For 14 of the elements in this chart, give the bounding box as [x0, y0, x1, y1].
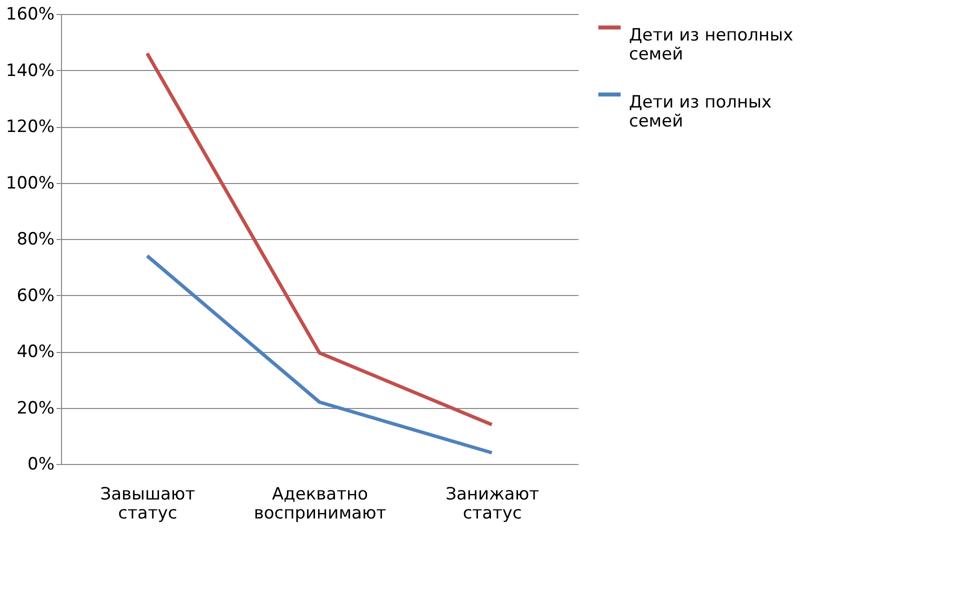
y-tick-label: 100%: [6, 173, 54, 194]
x-tick-label: Адекватно воспринимают: [254, 484, 386, 524]
y-tick-label: 160%: [6, 4, 54, 24]
legend-label: Дети из неполных семей: [629, 26, 794, 64]
y-tick-label: 60%: [16, 286, 54, 306]
y-tick-label: 80%: [16, 230, 54, 250]
y-tick-label: 0%: [28, 454, 54, 474]
y-tick-label: 140%: [6, 60, 54, 81]
x-tick-label: Занижают статус: [446, 484, 540, 524]
x-tick-label: Завышают статус: [100, 484, 196, 524]
y-tick-label: 120%: [6, 117, 54, 137]
y-tick-label: 40%: [16, 342, 54, 362]
legend-label: Дети из полных семей: [629, 92, 772, 132]
y-tick-label: 20%: [16, 398, 54, 418]
